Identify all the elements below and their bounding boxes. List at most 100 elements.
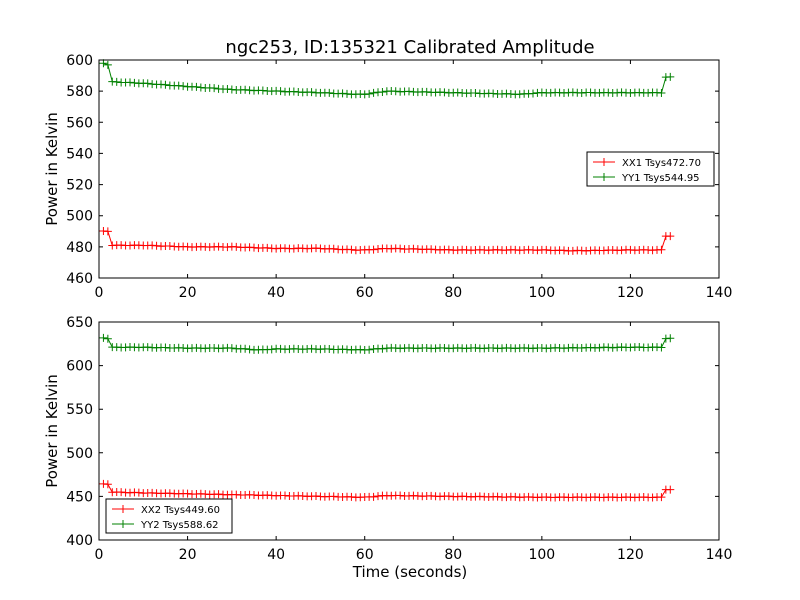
chart-title: ngc253, ID:135321 Calibrated Amplitude bbox=[225, 37, 594, 58]
series-markers-1-0 bbox=[99, 479, 675, 502]
data-point bbox=[143, 79, 152, 88]
data-point bbox=[99, 333, 108, 342]
data-point bbox=[103, 60, 112, 69]
y-tick-label: 500 bbox=[66, 446, 93, 462]
legend-swatch bbox=[112, 505, 134, 513]
y-tick-label: 600 bbox=[66, 359, 93, 375]
x-tick-label: 40 bbox=[267, 285, 285, 301]
data-point bbox=[444, 245, 453, 254]
data-point bbox=[542, 245, 551, 254]
x-tick-label: 120 bbox=[617, 285, 644, 301]
data-point bbox=[666, 334, 675, 343]
data-point bbox=[227, 85, 236, 94]
bottom-plot-frame bbox=[98, 321, 720, 541]
top-subplot: ngc253, ID:135321 Calibrated Amplitude P… bbox=[43, 37, 732, 301]
data-point bbox=[657, 343, 666, 352]
series-markers-0-1 bbox=[99, 59, 675, 99]
data-point bbox=[396, 244, 405, 253]
legend-label: YY1 Tsys544.95 bbox=[621, 173, 700, 184]
x-tick-label: 20 bbox=[179, 547, 197, 563]
data-point bbox=[117, 488, 126, 497]
y-tick-label: 400 bbox=[66, 533, 93, 549]
y-axis-label-bottom: Power in Kelvin bbox=[43, 374, 61, 488]
x-tick-label: 0 bbox=[95, 285, 104, 301]
data-point bbox=[165, 241, 174, 250]
data-point bbox=[657, 493, 666, 502]
data-point bbox=[369, 492, 378, 501]
y-tick-label: 450 bbox=[66, 489, 93, 505]
bottom-subplot: Power in Kelvin Time (seconds) 0 20 40 60 80… bbox=[43, 315, 732, 581]
data-point bbox=[112, 77, 121, 86]
y-tick-label: 540 bbox=[66, 146, 93, 162]
data-point bbox=[369, 245, 378, 254]
data-point bbox=[666, 232, 675, 241]
y-tick-label: 480 bbox=[66, 240, 93, 256]
x-tick-label: 100 bbox=[528, 547, 555, 563]
data-point bbox=[267, 345, 276, 354]
data-point bbox=[422, 87, 431, 96]
data-point bbox=[329, 244, 338, 253]
data-point bbox=[325, 88, 334, 97]
y-tick-label: 650 bbox=[66, 315, 93, 331]
data-point bbox=[365, 345, 374, 354]
x-tick-label: 60 bbox=[356, 547, 374, 563]
data-point bbox=[276, 87, 285, 96]
data-point bbox=[529, 89, 537, 98]
data-point bbox=[227, 344, 236, 353]
y-tick-label: 500 bbox=[66, 209, 93, 225]
data-point bbox=[99, 59, 108, 68]
x-tick-label: 80 bbox=[444, 547, 462, 563]
data-point bbox=[666, 72, 675, 81]
data-point bbox=[657, 245, 666, 254]
y-axis-label-top: Power in Kelvin bbox=[43, 112, 61, 226]
legend-box bbox=[586, 151, 715, 187]
legend-swatch bbox=[593, 158, 615, 166]
x-tick-label: 20 bbox=[179, 285, 197, 301]
x-tick-label: 140 bbox=[706, 285, 733, 301]
x-tick-label: 40 bbox=[267, 547, 285, 563]
bottom-legend: XX2 Tsys449.60 YY2 Tsys588.62 bbox=[105, 498, 233, 534]
data-point bbox=[666, 485, 675, 494]
top-plot-frame bbox=[98, 59, 720, 279]
data-point bbox=[192, 82, 201, 91]
data-point bbox=[258, 86, 267, 95]
top-axis-ticks: 0 20 40 60 80 100 120 140 460 480 500 520 540 560 580 6… bbox=[66, 53, 732, 301]
data-point bbox=[210, 84, 219, 93]
data-point bbox=[378, 87, 387, 96]
y-tick-label: 560 bbox=[66, 115, 93, 131]
y-tick-label: 580 bbox=[66, 84, 93, 100]
series-markers-1-1 bbox=[99, 333, 675, 355]
x-tick-label: 120 bbox=[617, 547, 644, 563]
bottom-plot-marks bbox=[99, 333, 675, 502]
data-point bbox=[174, 81, 183, 90]
data-point bbox=[560, 246, 568, 255]
x-axis-label: Time (seconds) bbox=[352, 563, 468, 581]
legend-swatch bbox=[593, 173, 615, 181]
data-point bbox=[263, 243, 272, 252]
data-point bbox=[657, 88, 666, 97]
x-tick-label: 0 bbox=[95, 547, 104, 563]
y-tick-label: 550 bbox=[66, 402, 93, 418]
data-point bbox=[241, 344, 250, 353]
data-point bbox=[232, 242, 241, 251]
data-point bbox=[103, 227, 112, 236]
data-point bbox=[360, 90, 369, 99]
data-point bbox=[347, 245, 356, 254]
data-point bbox=[369, 88, 378, 97]
x-tick-label: 80 bbox=[444, 285, 462, 301]
legend-label: XX2 Tsys449.60 bbox=[141, 505, 220, 516]
x-tick-label: 60 bbox=[356, 285, 374, 301]
data-point bbox=[471, 88, 480, 97]
data-point bbox=[307, 88, 316, 97]
legend-swatch bbox=[112, 520, 134, 528]
series-markers-0-0 bbox=[99, 227, 675, 255]
top-plot-marks bbox=[99, 59, 675, 255]
x-tick-label: 100 bbox=[528, 285, 555, 301]
data-point bbox=[103, 480, 112, 489]
data-point bbox=[365, 89, 374, 98]
legend-box bbox=[105, 498, 233, 534]
data-point bbox=[161, 80, 170, 89]
bottom-axis-ticks: 0 20 40 60 80 100 120 140 400 450 500 550 600 650 bbox=[66, 315, 732, 563]
y-tick-label: 460 bbox=[66, 271, 93, 287]
